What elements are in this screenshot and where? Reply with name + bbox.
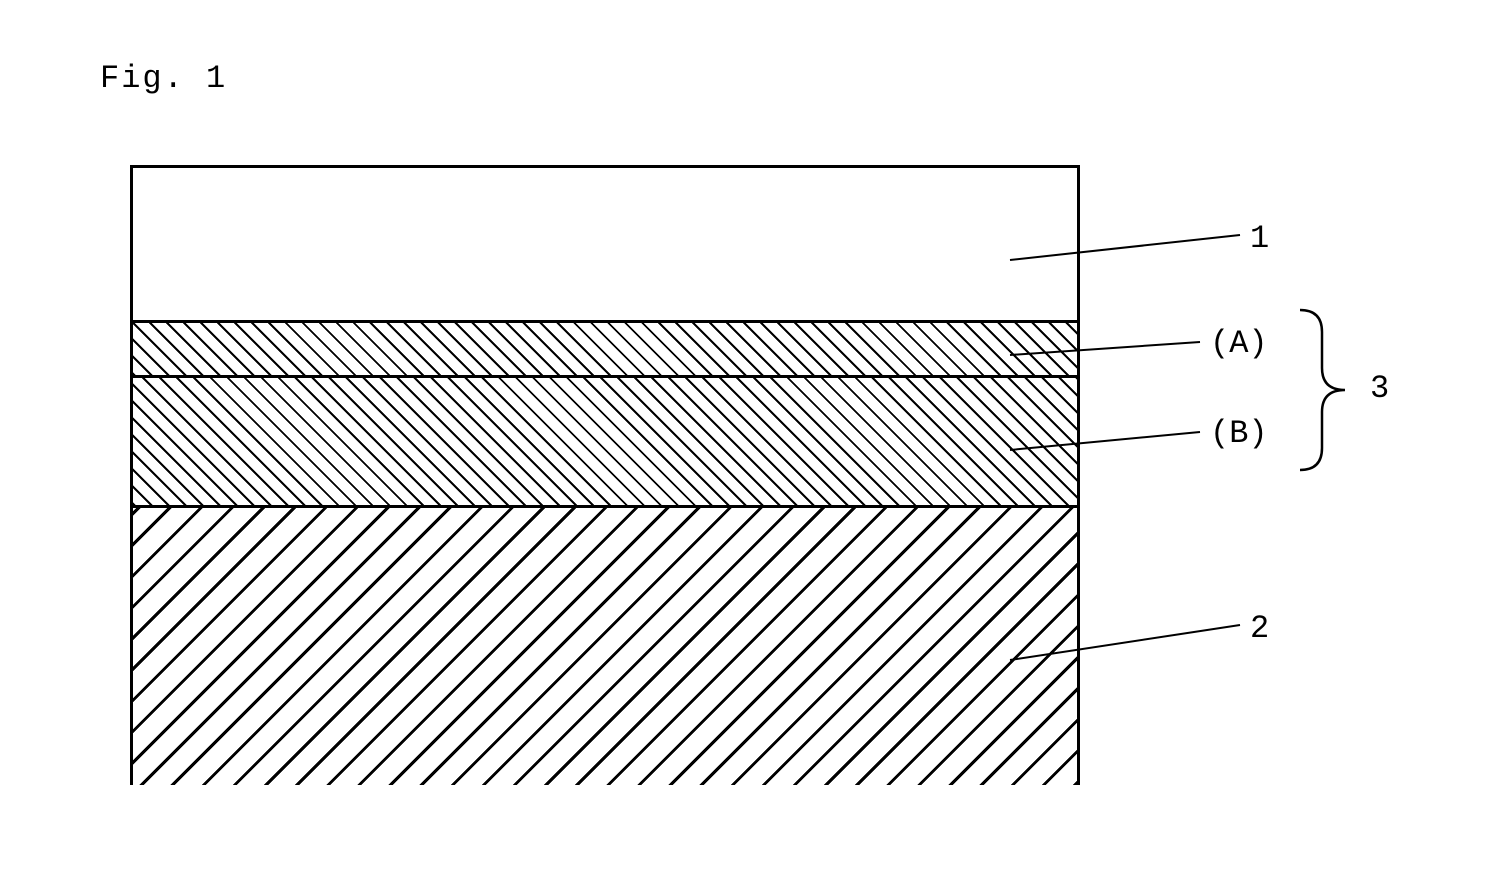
callout-1: 1 [1250, 220, 1269, 257]
layer-diagram [130, 165, 1080, 785]
callout-2: 2 [1250, 610, 1269, 647]
callout-A: (A) [1210, 325, 1268, 362]
figure-label: Fig. 1 [100, 60, 227, 97]
layer-A [133, 323, 1077, 378]
layer-2 [133, 508, 1077, 785]
callout-B: (B) [1210, 415, 1268, 452]
callout-3: 3 [1370, 370, 1389, 407]
layer-B [133, 378, 1077, 508]
layer-1 [133, 168, 1077, 323]
